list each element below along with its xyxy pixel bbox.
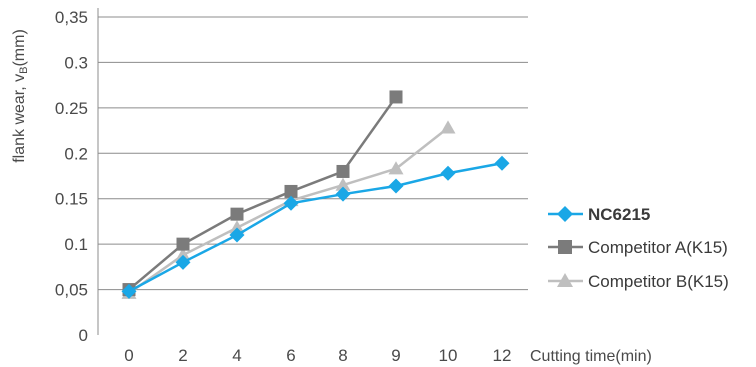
x-tick-label: 12 xyxy=(493,346,512,365)
data-point xyxy=(336,164,350,178)
data-point xyxy=(176,237,190,251)
series-nc6215 xyxy=(121,155,510,299)
data-point xyxy=(175,254,191,270)
x-tick-label: 6 xyxy=(286,346,295,365)
data-point xyxy=(557,273,573,287)
y-tick-label: 0.25 xyxy=(55,99,88,118)
data-point xyxy=(283,195,299,211)
x-axis-ticks: 0 2 4 6 8 9 10 12 xyxy=(124,346,511,365)
y-tick-label: 0.3 xyxy=(64,53,88,72)
y-tick-label: 0 xyxy=(79,326,88,345)
x-tick-label: 4 xyxy=(232,346,241,365)
x-tick-label: 0 xyxy=(124,346,133,365)
data-point xyxy=(175,247,191,261)
data-point xyxy=(229,227,245,243)
data-point xyxy=(284,184,298,198)
y-axis-title: flank wear, vB(mm) xyxy=(11,29,30,163)
legend-item: NC6215 xyxy=(548,205,650,224)
x-tick-label: 2 xyxy=(178,346,187,365)
data-point xyxy=(557,206,573,222)
x-tick-label: 9 xyxy=(391,346,400,365)
y-tick-label: 0.15 xyxy=(55,190,88,209)
legend-label: NC6215 xyxy=(588,205,650,224)
legend: NC6215 Competitor A(K15) Competitor B(K15) xyxy=(548,205,729,291)
legend-label: Competitor A(K15) xyxy=(588,238,728,257)
series-line xyxy=(128,96,398,291)
series-competitor-a xyxy=(122,90,403,297)
x-axis-title: Cutting time(min) xyxy=(530,348,652,365)
legend-item: Competitor A(K15) xyxy=(548,238,728,257)
legend-label: Competitor B(K15) xyxy=(588,272,729,291)
data-point xyxy=(388,161,404,175)
series-lines xyxy=(121,90,510,299)
y-tick-label: 0,05 xyxy=(55,281,88,300)
x-tick-label: 10 xyxy=(439,346,458,365)
series-competitor-b xyxy=(121,120,456,299)
data-point xyxy=(335,177,351,191)
data-point xyxy=(229,220,245,234)
data-point xyxy=(494,155,510,171)
data-point xyxy=(121,283,137,299)
y-tick-label: 0,35 xyxy=(55,8,88,27)
data-point xyxy=(440,120,456,134)
series-line xyxy=(128,126,449,295)
y-tick-label: 0.2 xyxy=(64,144,88,163)
series-line xyxy=(128,162,503,293)
legend-item: Competitor B(K15) xyxy=(548,272,729,291)
y-tick-label: 0.1 xyxy=(64,235,88,254)
data-point xyxy=(388,178,404,194)
y-axis-ticks: 0 0,05 0.1 0.15 0.2 0.25 0.3 0,35 xyxy=(55,8,88,345)
x-tick-label: 8 xyxy=(338,346,347,365)
data-point xyxy=(389,90,403,104)
data-point xyxy=(230,207,244,221)
data-point xyxy=(440,165,456,181)
data-point xyxy=(558,240,572,254)
data-point xyxy=(335,186,351,202)
